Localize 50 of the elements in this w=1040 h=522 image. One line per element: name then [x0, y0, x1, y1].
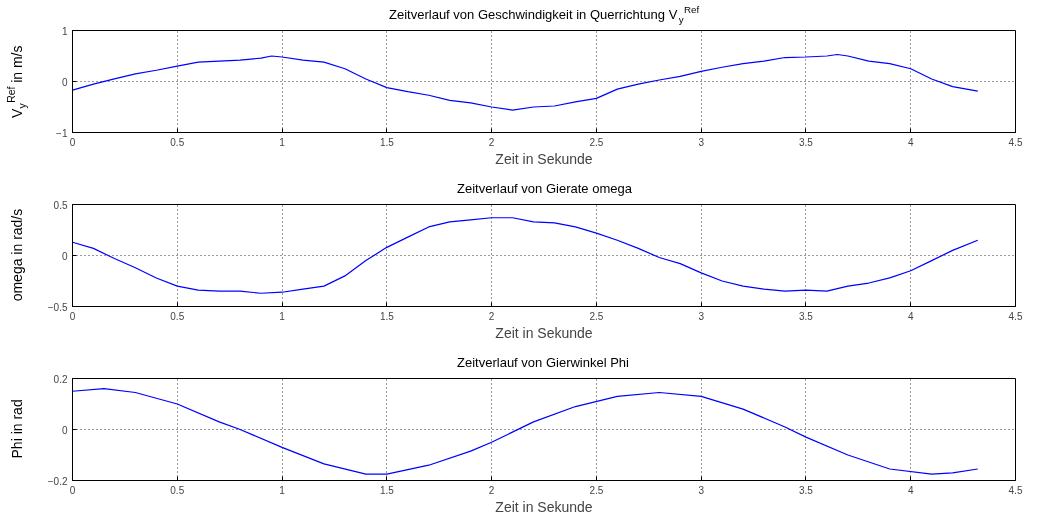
x-tick-label: 3 [698, 484, 705, 496]
x-tick-label: 4 [907, 484, 914, 496]
x-tick-label: 4.5 [1008, 484, 1023, 496]
y-axis-title: omega in rad/s [8, 208, 25, 302]
x-tick-label: 0 [69, 484, 76, 496]
x-tick-label: 2 [488, 310, 495, 322]
x-tick-label: 3.5 [798, 310, 814, 322]
x-tick-label: 0.5 [170, 484, 185, 496]
line-series [72, 388, 979, 475]
x-tick-label: 0 [69, 310, 76, 322]
x-tick-label: 2.5 [589, 484, 604, 496]
x-tick-label: 0.5 [170, 136, 185, 148]
y-tick-label: −0.5 [47, 301, 68, 313]
x-axis-title: Zeit in Sekunde [495, 324, 593, 341]
x-tick-label: 1 [279, 136, 286, 148]
x-tick-label: 3.5 [798, 136, 814, 148]
y-axis-title: VyRef in m/s [5, 45, 28, 119]
chart-title: Zeitverlauf von Gierate omega [457, 181, 633, 196]
x-tick-label: 3 [698, 310, 705, 322]
x-tick-label: 0 [69, 136, 76, 148]
y-tick-label: 0 [61, 424, 68, 436]
x-tick-label: 4 [907, 136, 914, 148]
line-series [72, 217, 979, 294]
x-axis-title: Zeit in Sekunde [495, 150, 593, 167]
line-series [72, 53, 979, 111]
y-tick-label: −0.2 [47, 475, 68, 487]
x-tick-label: 1 [279, 310, 286, 322]
x-tick-label: 1 [279, 484, 286, 496]
y-tick-label: 0 [61, 250, 68, 262]
y-tick-label: 0.5 [53, 199, 68, 211]
x-tick-label: 3 [698, 136, 705, 148]
x-tick-label: 2.5 [589, 136, 604, 148]
x-tick-label: 1.5 [379, 484, 395, 496]
x-tick-label: 4 [907, 310, 914, 322]
x-tick-label: 2 [488, 136, 495, 148]
x-tick-label: 3.5 [798, 484, 814, 496]
x-tick-label: 1.5 [379, 136, 395, 148]
chart-title: Zeitverlauf von Gierwinkel Phi [457, 355, 630, 370]
y-tick-label: 0 [61, 76, 68, 88]
x-tick-label: 1.5 [379, 310, 395, 322]
y-tick-label: 1 [61, 25, 68, 37]
x-tick-label: 2 [488, 484, 495, 496]
x-axis-title: Zeit in Sekunde [495, 498, 593, 515]
x-tick-label: 4.5 [1008, 136, 1023, 148]
y-tick-label: −1 [56, 127, 68, 139]
x-tick-label: 2.5 [589, 310, 604, 322]
x-tick-label: 4.5 [1008, 310, 1023, 322]
x-tick-label: 0.5 [170, 310, 185, 322]
y-axis-title: Phi in rad [8, 399, 25, 459]
y-tick-label: 0.2 [53, 373, 68, 385]
